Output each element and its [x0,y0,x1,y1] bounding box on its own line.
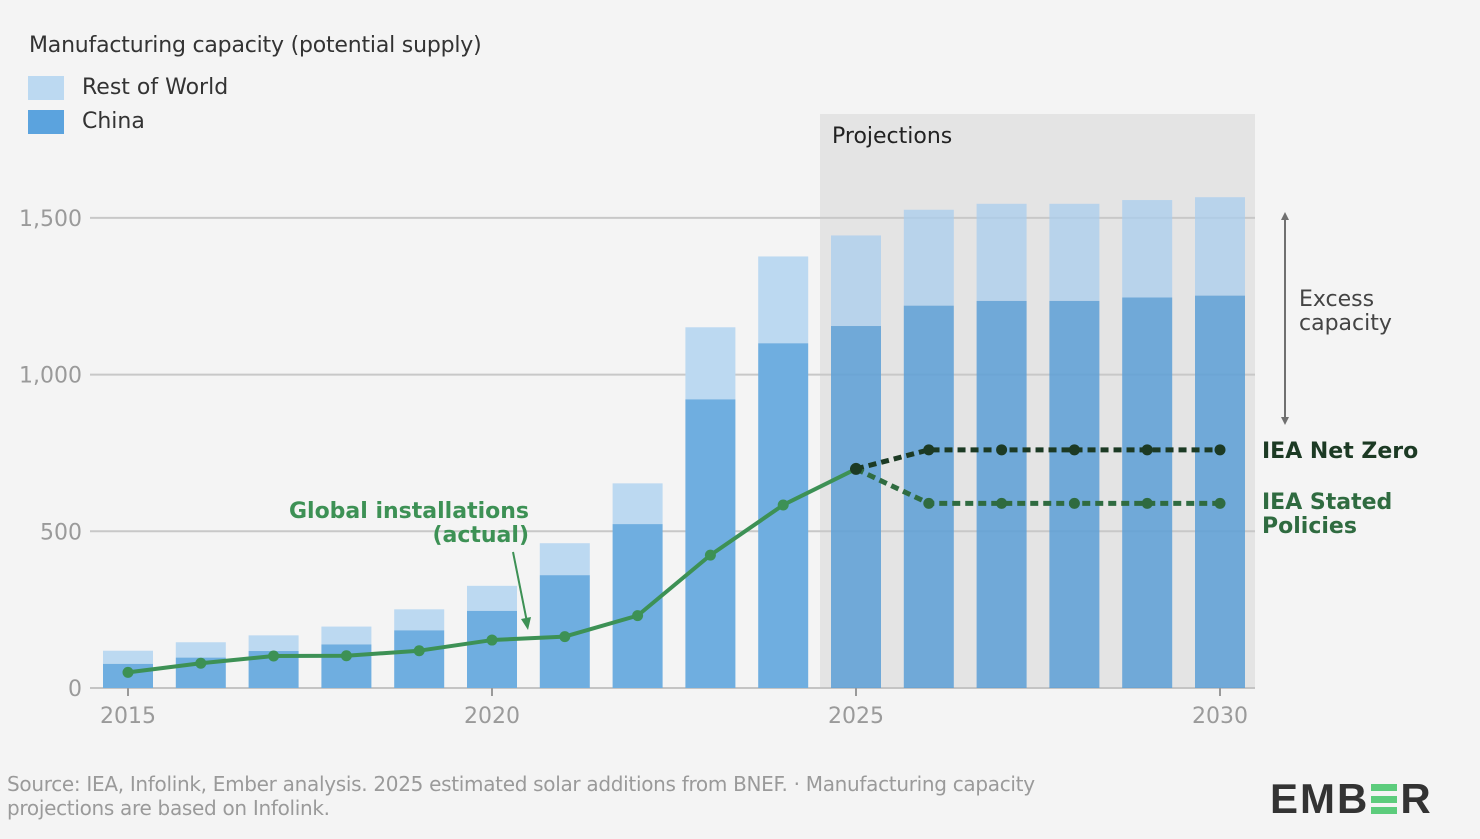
legend-swatch-china [28,109,64,134]
bar-rest-of-world [539,543,590,576]
bar-rest-of-world [467,585,517,611]
projection-label: Projections [832,124,952,149]
bar-china [1049,300,1100,688]
bar-china [903,305,954,688]
projection-start-point [850,462,862,475]
ember-logo[interactable]: EMB R [1270,775,1433,822]
x-tick-label: 2025 [828,704,884,729]
logo-text-right: R [1400,775,1433,822]
bar-china [1195,295,1245,688]
bar-rest-of-world [103,650,153,664]
bar-rest-of-world [976,203,1027,301]
bar-china [394,630,445,688]
x-tick-label: 2020 [464,704,520,729]
arrow-down-icon [1281,417,1289,425]
y-tick-label: 1,000 [19,364,82,389]
iea-stated-policies-point [996,497,1008,509]
bar-china [831,326,881,688]
iea-stated-policies-point [1141,497,1153,509]
logo-e-bars-icon [1371,784,1398,814]
label-iea-net-zero: IEA Net Zero [1262,439,1418,464]
bar-rest-of-world [612,483,663,525]
bar-china [612,524,663,688]
bar-rest-of-world [758,256,809,344]
annotation-global-installations-sub: (actual) [432,523,529,548]
global-installations-point [340,650,352,662]
bar-china [467,610,517,688]
bar-rest-of-world [685,327,736,400]
label-iea-stated-policies: IEA Stated [1262,490,1392,515]
global-installations-point [413,645,425,657]
bar-rest-of-world [1049,203,1100,301]
annotation-arrow-line [512,551,528,623]
bar-rest-of-world [1122,200,1173,298]
bar-rest-of-world [831,235,881,327]
legend-label-china: China [82,109,145,134]
iea-stated-policies-line [854,466,1220,506]
annotation-arrowhead-icon [521,617,531,630]
x-tick-label: 2015 [100,704,156,729]
iea-net-zero-point [1214,444,1226,456]
iea-net-zero-point [923,444,935,456]
iea-net-zero-point [1068,444,1080,456]
annotation-excess-capacity-sub: capacity [1299,311,1392,336]
y-tick-label: 0 [68,677,82,702]
global-installations-point [704,549,716,561]
iea-net-zero-point [996,444,1008,456]
arrow-up-icon [1281,212,1289,220]
legend-item-rest-of-world[interactable]: Rest of World [28,75,228,100]
iea-net-zero-line [855,447,1220,472]
iea-stated-policies-point [1214,497,1226,509]
bar-china [976,300,1027,688]
global-installations-point [195,657,207,669]
legend-label-rest-of-world: Rest of World [82,75,229,100]
global-installations-point [268,650,280,662]
legend-item-china[interactable]: China [28,109,145,134]
annotation-global-installations: Global installations [289,499,529,524]
global-installations-point [559,631,571,643]
global-installations-point [632,610,644,622]
logo-text-left: EMB [1270,775,1370,822]
global-installations-point [486,634,498,646]
projection-region [820,114,1255,688]
bar-rest-of-world [248,635,299,652]
legend-swatch-rest-of-world [28,75,64,100]
annotation-excess-capacity: Excess [1299,287,1374,312]
bar-rest-of-world [1195,197,1245,296]
label-iea-stated-policies-sub: Policies [1262,514,1357,539]
bar-rest-of-world [321,626,372,645]
y-tick-label: 1,500 [19,207,82,232]
iea-stated-policies-point [923,497,935,509]
source-note: Source: IEA, Infolink, Ember analysis. 2… [7,772,1035,820]
iea-stated-policies-point [1068,497,1080,509]
bar-china [1122,297,1173,688]
bar-rest-of-world [394,609,445,631]
bar-rest-of-world [903,209,954,306]
y-tick-label: 500 [40,520,82,545]
x-tick-label: 2030 [1192,704,1248,729]
bar-rest-of-world [175,642,226,658]
iea-net-zero-point [1141,444,1153,456]
global-installations-point [122,666,134,678]
legend-title: Manufacturing capacity (potential supply… [29,33,482,58]
global-installations-point [777,499,789,511]
